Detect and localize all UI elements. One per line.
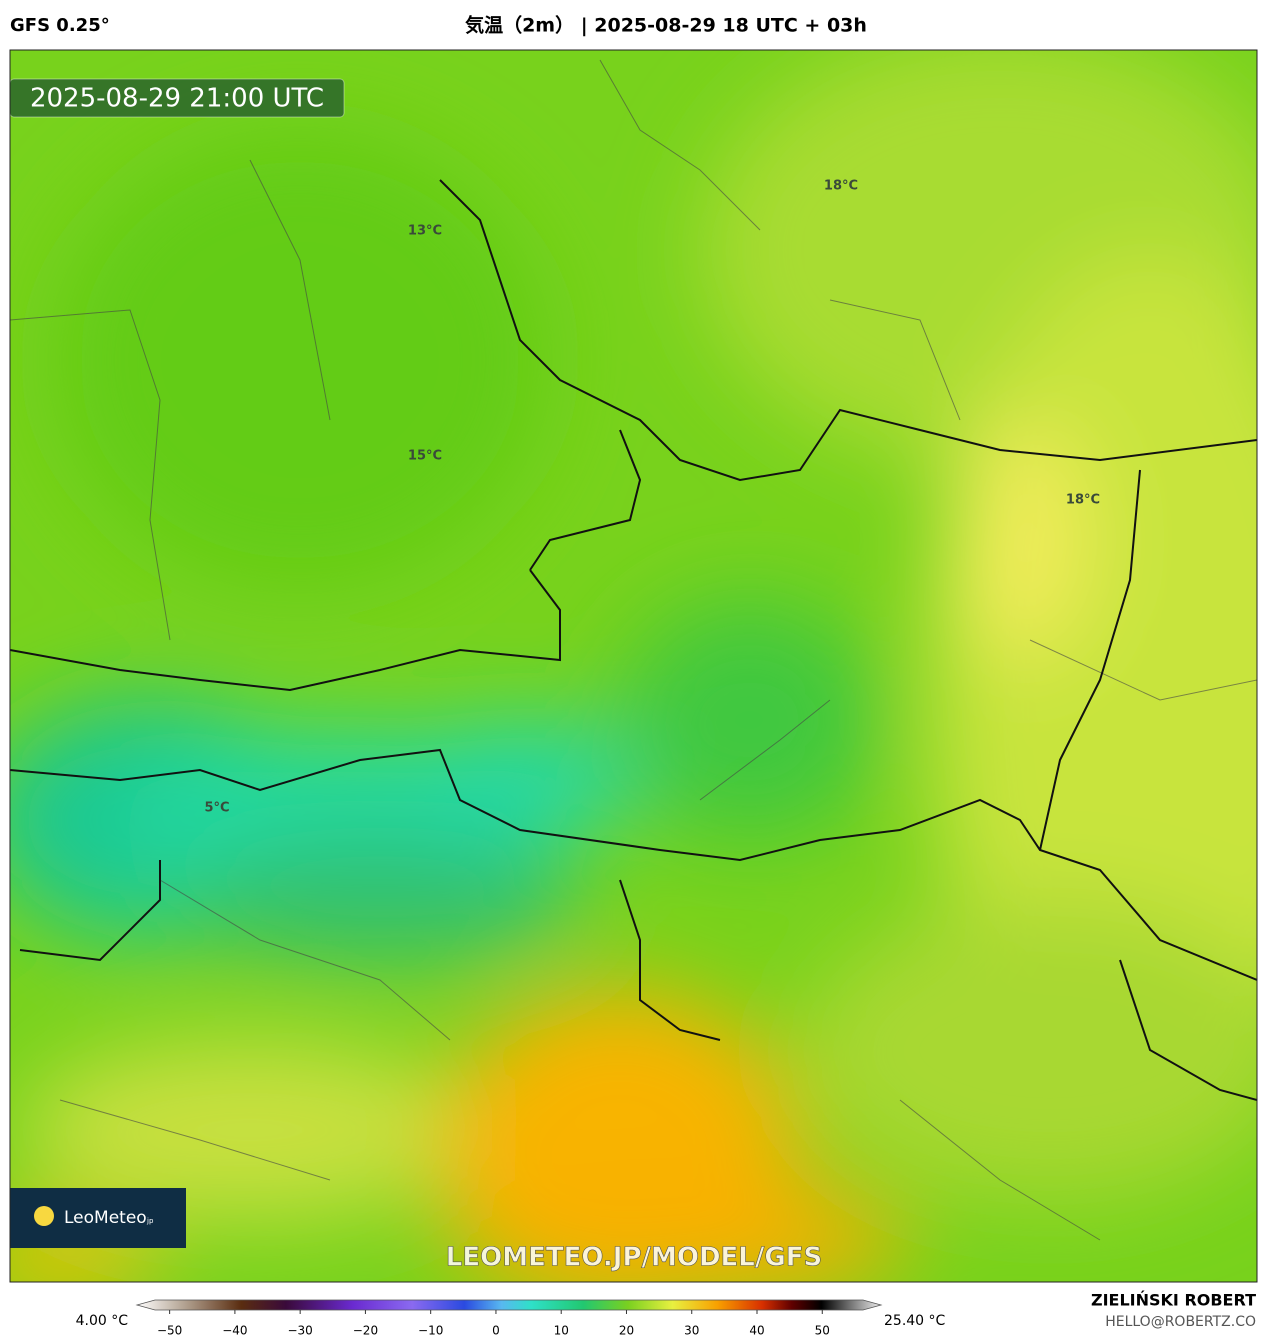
colorbar-tick-label: 50 — [815, 1324, 830, 1338]
colorbar-tick-label: 10 — [554, 1324, 569, 1338]
colorbar-tick-label: −30 — [287, 1324, 312, 1338]
region-borders — [10, 59, 1257, 1241]
colorbar-tick-label: −10 — [418, 1324, 443, 1338]
colorbar-tick-label: 20 — [619, 1324, 634, 1338]
model-name: GFS 0.25° — [10, 15, 110, 36]
isotherm-label: 13°C — [408, 224, 442, 239]
map-title: 気温（2m） | 2025-08-29 18 UTC + 03h — [465, 14, 867, 37]
timestamp-box — [10, 78, 345, 118]
map-labels: 13°C 15°C 18°C 18°C 5°C — [204, 179, 1100, 816]
colorbar-max: 25.40 °C — [884, 1313, 946, 1329]
colorbar-tick-label: 30 — [684, 1324, 699, 1338]
isotherm-label: 18°C — [824, 179, 858, 194]
colorbar: −50 −40 −30 −20 −10 0 10 20 30 40 50 — [135, 1299, 883, 1338]
isotherm-label: 15°C — [408, 449, 442, 464]
logo-suffix: jp — [146, 1217, 154, 1225]
colorbar-tick-label: −50 — [157, 1324, 182, 1338]
email: HELLO@ROBERTZ.CO — [1105, 1314, 1256, 1330]
author: ZIELIŃSKI ROBERT — [1091, 1291, 1256, 1310]
logo-text: LeoMeteo — [64, 1208, 147, 1228]
timestamp: 2025-08-29 21:00 UTC — [30, 84, 324, 114]
country-borders — [10, 179, 1257, 1101]
colorbar-body — [135, 1299, 883, 1311]
colorbar-tick-label: −40 — [222, 1324, 247, 1338]
map: LeoMeteo jp LEOMETEO.JP/MODEL/GFS 2025-0… — [10, 50, 1257, 1282]
isotherm-label: 18°C — [1066, 493, 1100, 508]
colorbar-tick-label: −20 — [353, 1324, 378, 1338]
watermark: LEOMETEO.JP/MODEL/GFS — [446, 1243, 822, 1273]
logo-sun — [34, 1206, 54, 1226]
colorbar-tick-label: 0 — [492, 1324, 500, 1338]
colorbar-tick-label: 40 — [749, 1324, 764, 1338]
map-frame — [9, 49, 1258, 1283]
colorbar-min: 4.00 °C — [76, 1313, 129, 1329]
isotherm-label: 5°C — [204, 801, 229, 816]
